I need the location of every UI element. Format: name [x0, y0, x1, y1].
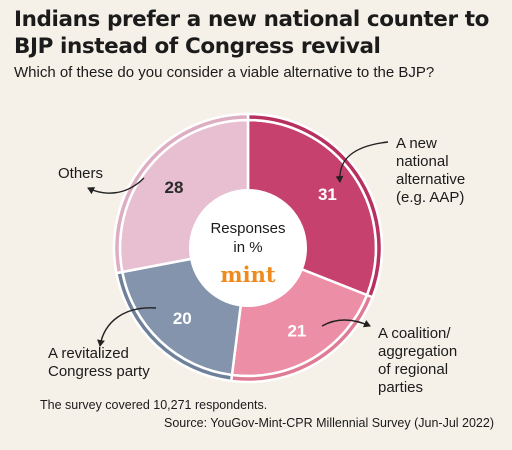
svg-text:Others: Others: [58, 165, 103, 182]
mint-logo: mint: [220, 262, 275, 287]
source-credit: Source: YouGov-Mint-CPR Millennial Surve…: [163, 416, 494, 430]
category-label-0: A new national alternative (e.g. AAP): [396, 135, 465, 206]
center-label-line-2: in %: [233, 239, 262, 256]
survey-footnote: The survey covered 10,271 respondents.: [40, 398, 268, 412]
category-label-3: Others: [58, 165, 103, 182]
chart-title: Indians prefer a new national counter to…: [14, 7, 490, 59]
value-label-0: 31: [318, 185, 337, 204]
category-label-1: A coalition/aggregation of regional partie…: [378, 325, 457, 396]
arrow-others: [87, 177, 145, 195]
slice-ring-3: [112, 112, 250, 275]
value-label-group: 31 21 20 28: [165, 178, 337, 341]
chart-subtitle: Which of these do you consider a viable …: [14, 64, 435, 81]
arrow-congress: [97, 307, 157, 347]
category-label-2: A revitalized Congress party: [48, 345, 150, 380]
arrow-coalition: [321, 319, 371, 328]
value-label-3: 28: [165, 178, 184, 197]
arrow-new-national: [335, 141, 389, 183]
center-label-line-1: Responses: [210, 220, 285, 237]
value-label-1: 21: [287, 322, 306, 341]
donut-hole: [189, 189, 307, 307]
value-label-2: 20: [173, 309, 192, 328]
